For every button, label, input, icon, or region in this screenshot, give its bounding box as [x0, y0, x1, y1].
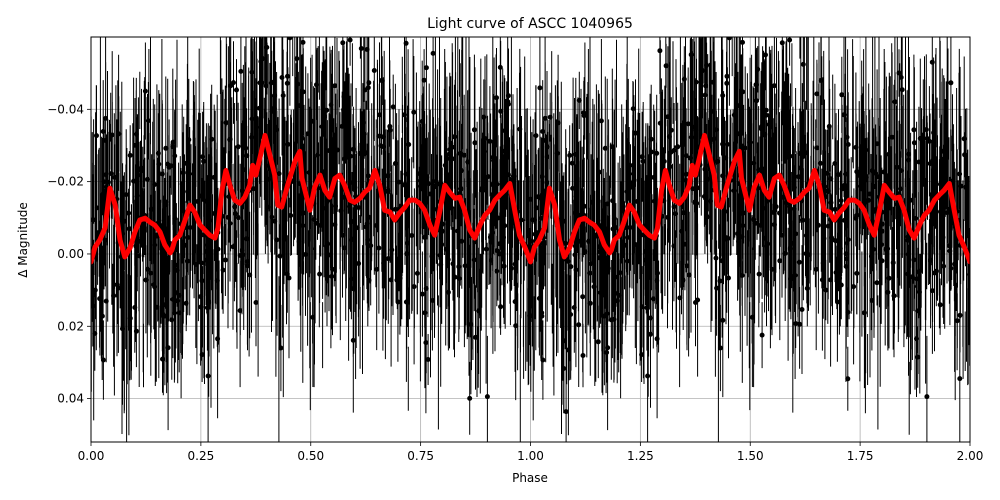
x-tick-label: 0.50: [297, 449, 324, 463]
y-tick-label: −0.02: [47, 175, 84, 189]
y-axis-ticks: −0.04 −0.02 0.00 0.02 0.04: [47, 102, 91, 406]
model-curve: [91, 132, 970, 265]
x-tick-label: 1.25: [627, 449, 654, 463]
y-tick-label: 0.00: [57, 247, 84, 261]
y-axis-label: Δ Magnitude: [16, 202, 30, 278]
y-tick-label: 0.02: [57, 319, 84, 333]
x-tick-label: 0.25: [188, 449, 215, 463]
x-tick-label: 2.00: [957, 449, 984, 463]
y-tick-label: −0.04: [47, 102, 84, 116]
x-tick-label: 1.75: [847, 449, 874, 463]
x-tick-label: 1.00: [517, 449, 544, 463]
x-tick-label: 0.00: [78, 449, 105, 463]
x-tick-label: 1.50: [737, 449, 764, 463]
x-tick-label: 0.75: [407, 449, 434, 463]
x-axis-ticks: 0.00 0.25 0.50 0.75 1.00 1.25 1.50 1.75 2.00: [78, 442, 984, 463]
y-tick-label: 0.04: [57, 392, 84, 406]
x-axis-label: Phase: [512, 471, 548, 485]
chart-title: Light curve of ASCC 1040965: [427, 16, 633, 32]
